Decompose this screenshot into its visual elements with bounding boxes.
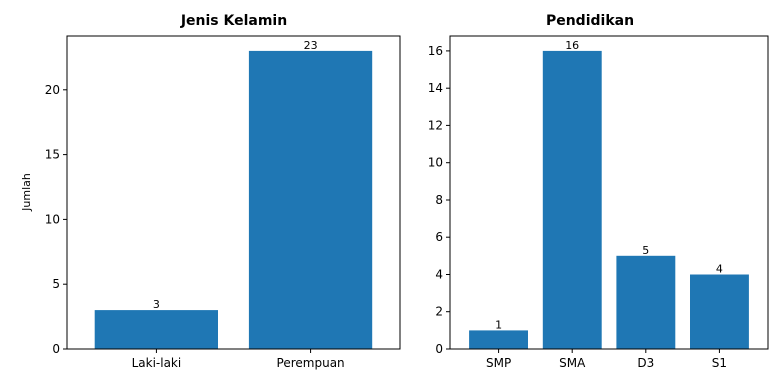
- y-tick-label: 12: [428, 118, 443, 132]
- chart-title: Jenis Kelamin: [180, 13, 287, 29]
- bar: [690, 274, 749, 349]
- chart-title: Pendidikan: [546, 13, 634, 29]
- plot-frame: [66, 35, 401, 350]
- y-tick-label: 14: [428, 81, 443, 95]
- chart-pendidikan: Pendidikan 1 SMP 16 SMA 5 D3 4 S1 0 2 4 6 8 10 12 14 16: [428, 13, 769, 370]
- plot-area: 1 SMP 16 SMA 5 D3 4 S1 0 2 4 6 8 10 12 14 16: [428, 35, 769, 370]
- y-tick-label: 5: [52, 277, 60, 291]
- x-tick-label: S1: [712, 356, 727, 370]
- bar: [469, 330, 528, 349]
- bar: [248, 50, 373, 350]
- bar: [94, 310, 218, 349]
- chart-jenis-kelamin: Jenis Kelamin 3 Laki-laki 23 Perempuan 0 5 10 1…: [20, 13, 401, 370]
- x-tick-label: SMA: [559, 356, 586, 370]
- plot-frame: [449, 35, 769, 350]
- x-tick-label: Laki-laki: [132, 356, 182, 370]
- y-tick-label: 2: [435, 305, 443, 319]
- y-tick-label: 0: [52, 342, 60, 356]
- bar-value-label: 16: [565, 39, 579, 52]
- y-tick-label: 10: [428, 156, 443, 170]
- y-tick-label: 4: [435, 268, 443, 282]
- x-tick-label: SMP: [486, 356, 511, 370]
- y-tick-label: 16: [428, 44, 443, 58]
- y-tick-label: 15: [45, 148, 60, 162]
- bar-value-label: 23: [304, 39, 318, 52]
- plot-area: 3 Laki-laki 23 Perempuan 0 5 10 15 20: [45, 35, 401, 370]
- x-tick-label: D3: [637, 356, 654, 370]
- bar-value-label: 4: [716, 263, 723, 276]
- y-tick-label: 8: [435, 193, 443, 207]
- y-tick-label: 20: [45, 83, 60, 97]
- bar-value-label: 3: [153, 298, 160, 311]
- y-tick-label: 6: [435, 230, 443, 244]
- y-axis-label: Jumlah: [20, 173, 33, 212]
- y-tick-label: 0: [435, 342, 443, 356]
- bar-value-label: 1: [495, 318, 502, 331]
- bar: [542, 50, 602, 350]
- bar: [616, 255, 676, 349]
- x-tick-label: Perempuan: [277, 356, 345, 370]
- y-tick-label: 10: [45, 212, 60, 226]
- bar-value-label: 5: [642, 244, 649, 257]
